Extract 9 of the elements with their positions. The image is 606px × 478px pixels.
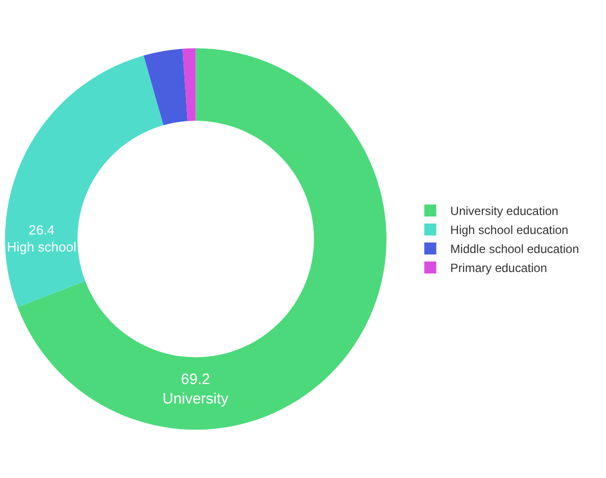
data-label: 26.4 High school <box>6 222 76 255</box>
donut-slice <box>144 48 188 126</box>
legend-label: Primary education <box>450 261 547 276</box>
donut-slice <box>182 48 196 122</box>
legend-label: University education <box>450 204 558 218</box>
data-label: 69.2 University <box>162 370 229 408</box>
legend-label: High school education <box>450 223 568 238</box>
legend-label: Middle school education <box>450 242 580 256</box>
donut-slice <box>5 56 164 307</box>
